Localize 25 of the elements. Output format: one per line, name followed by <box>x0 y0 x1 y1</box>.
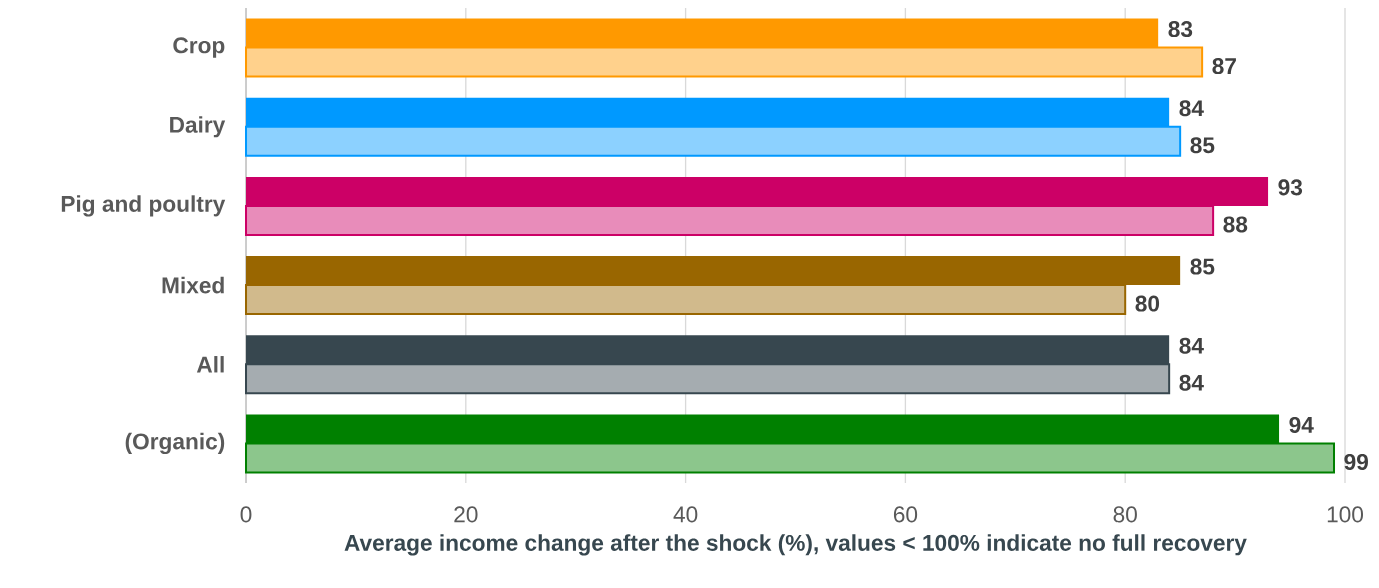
data-label: 84 <box>1179 374 1204 391</box>
data-label: 93 <box>1278 179 1303 196</box>
y-tick-label: All <box>196 356 224 373</box>
data-label: 84 <box>1179 100 1204 117</box>
data-label: 87 <box>1212 58 1236 75</box>
x-tick-label: 40 <box>673 506 698 523</box>
data-label: 94 <box>1289 416 1314 433</box>
data-label: 88 <box>1223 216 1248 233</box>
y-tick-label: Dairy <box>170 116 226 138</box>
x-tick-label: 60 <box>893 506 918 523</box>
data-label: 99 <box>1344 453 1368 470</box>
x-axis-title: Average income change after the shock (%), values < 100% indicate no full recovery <box>344 534 1247 556</box>
data-label: 84 <box>1179 337 1204 354</box>
y-tick-label: Mixed <box>162 276 224 294</box>
x-tick-label: 80 <box>1113 506 1137 523</box>
data-label: 85 <box>1190 137 1215 154</box>
data-label: 83 <box>1168 21 1193 38</box>
data-label: 85 <box>1190 258 1215 275</box>
y-tick-label: Crop <box>173 37 225 58</box>
x-tick-label: 20 <box>454 506 478 523</box>
data-label: 80 <box>1135 295 1160 312</box>
y-tick-label: (Organic) <box>125 432 225 455</box>
x-tick-label: 0 <box>240 506 252 523</box>
y-tick-label: Pig and poultry <box>61 195 226 217</box>
x-tick-label: 100 <box>1327 506 1364 523</box>
